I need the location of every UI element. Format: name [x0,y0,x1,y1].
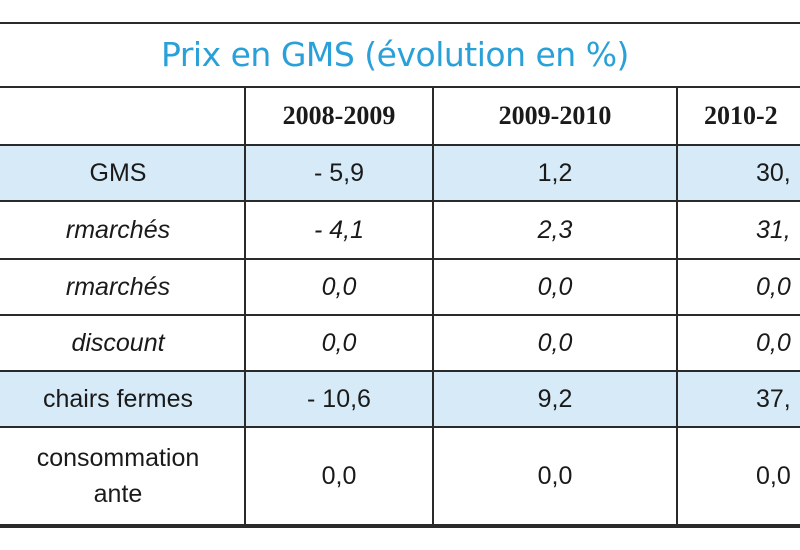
row-label: discount [0,314,246,372]
row-value: - 5,9 [244,144,434,202]
row-value: 37, [676,370,800,428]
row-label: rmarchés [0,258,246,316]
table-title: Prix en GMS (évolution en %) [161,34,629,74]
row-value: 0,0 [432,314,678,372]
table-row: chairs fermes - 10,6 9,2 37, [0,370,800,428]
header-cell-2009-2010: 2009-2010 [432,86,678,146]
row-label: chairs fermes [0,370,246,428]
table-row: GMS - 5,9 1,2 30, [0,144,800,202]
row-value: 2,3 [432,200,678,260]
row-value: 0,0 [432,258,678,316]
row-value: 0,0 [244,314,434,372]
row-label: GMS [0,144,246,202]
table-row: rmarchés - 4,1 2,3 31, [0,200,800,260]
row-value: 0,0 [676,258,800,316]
row-label: rmarchés [0,200,246,260]
row-label-line-2: ante [93,480,143,508]
row-value: 30, [676,144,800,202]
row-value: - 4,1 [244,200,434,260]
table-frame [0,22,800,528]
table-row: discount 0,0 0,0 0,0 [0,314,800,372]
row-value: - 10,6 [244,370,434,428]
title-band: Prix en GMS (évolution en %) [0,22,800,86]
row-value: 31, [676,200,800,260]
row-value: 0,0 [244,426,434,526]
table-row: rmarchés 0,0 0,0 0,0 [0,258,800,316]
table-row: consommation ante 0,0 0,0 0,0 [0,426,800,526]
header-row: 2008-2009 2009-2010 2010-2 [0,86,800,146]
row-label-line-1: consommation [36,443,200,472]
header-cell-label [0,86,246,146]
row-value: 0,0 [676,314,800,372]
row-value: 0,0 [244,258,434,316]
price-evolution-table: 2008-2009 2009-2010 2010-2 GMS - 5,9 1,2… [0,86,800,526]
row-value: 0,0 [676,426,800,526]
row-label-multiline: consommation ante [0,426,246,526]
row-value: 0,0 [432,426,678,526]
header-cell-2008-2009: 2008-2009 [244,86,434,146]
row-value: 9,2 [432,370,678,428]
row-value: 1,2 [432,144,678,202]
header-cell-2010: 2010-2 [676,86,800,146]
